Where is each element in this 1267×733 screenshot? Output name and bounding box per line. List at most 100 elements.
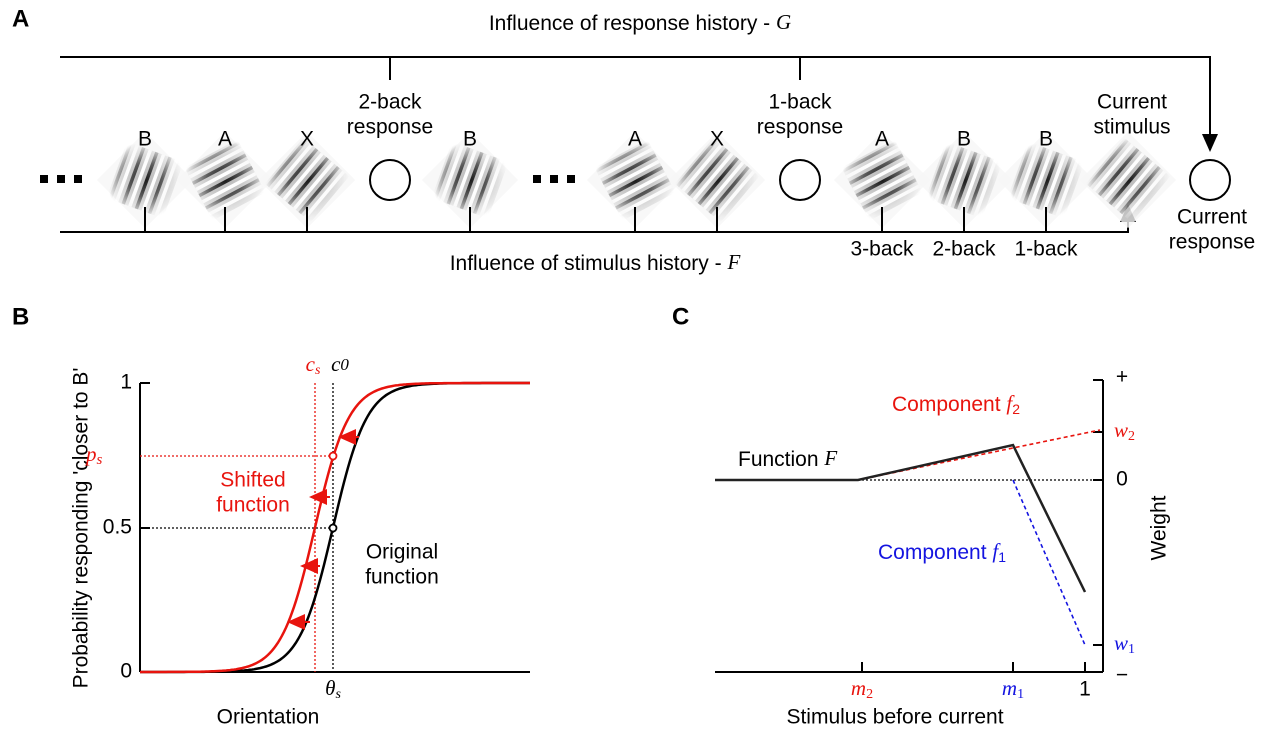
lag-label: 1-back xyxy=(1014,238,1078,261)
current-stimulus-label: stimulus xyxy=(1093,116,1170,139)
y-axis-label: Probability responding 'closer to B' xyxy=(70,368,93,689)
gabor-stripes xyxy=(1008,142,1085,219)
label-symbol: F xyxy=(823,446,837,470)
half-point xyxy=(330,525,337,532)
y-tick-label: 0 xyxy=(120,660,132,683)
ellipsis-dot xyxy=(550,175,558,183)
panel-label: B xyxy=(12,303,29,330)
stimulus-label: X xyxy=(300,128,314,151)
stimulus-label: A xyxy=(218,128,232,151)
gabor xyxy=(926,142,1003,219)
response-label: 1-back xyxy=(768,91,832,114)
ellipsis-dot xyxy=(57,175,65,183)
y-tick-label: + xyxy=(1116,366,1128,389)
subscript: 1 xyxy=(1128,642,1135,657)
y-tick-label: − xyxy=(1116,664,1128,687)
function-f-label: Function F xyxy=(738,446,837,471)
x-axis-label: Orientation xyxy=(217,706,320,729)
stimulus-label: A xyxy=(875,128,889,151)
gabor xyxy=(107,142,184,219)
gabor xyxy=(1086,138,1171,223)
ps-label: ps xyxy=(84,442,103,469)
shifted-label: Shifted xyxy=(220,469,285,492)
stimulus-label: B xyxy=(957,128,971,151)
stimulus-label: A xyxy=(628,128,642,151)
label-text: Component xyxy=(892,393,1006,416)
symbol: θ xyxy=(325,676,335,700)
w1-label: w1 xyxy=(1114,631,1135,657)
subscript: 2 xyxy=(1012,401,1020,417)
component-f2-label: Component f2 xyxy=(892,391,1020,417)
title-symbol: F xyxy=(726,250,740,274)
response-history-title: Influence of response history - G xyxy=(489,10,791,35)
symbol: p xyxy=(84,442,97,466)
response-circle xyxy=(370,160,410,200)
stimulus-label: B xyxy=(463,128,477,151)
title-text: Influence of response history - xyxy=(489,12,776,35)
ellipsis-dot xyxy=(74,175,82,183)
subscript: 1 xyxy=(998,549,1006,565)
y-axis-label: Weight xyxy=(1148,495,1171,560)
stimulus-history-title: Influence of stimulus history - F xyxy=(450,250,741,275)
subscript: 2 xyxy=(866,687,873,702)
symbol: w xyxy=(1114,418,1128,442)
panel-label: C xyxy=(672,303,689,330)
ellipsis-dot xyxy=(533,175,541,183)
m1-label: m1 xyxy=(1002,676,1024,702)
current-response-label: Current xyxy=(1177,206,1247,229)
gabor-stripes xyxy=(926,142,1003,219)
m2-label: m2 xyxy=(851,676,873,702)
current-stimulus-label: Current xyxy=(1097,91,1167,114)
c0-label: c0 xyxy=(331,352,349,376)
lag-label: 3-back xyxy=(850,238,914,261)
symbol: m xyxy=(851,676,866,700)
label-text: Component xyxy=(878,541,992,564)
component-f1-label: Component f1 xyxy=(878,539,1006,565)
gabor-stripes xyxy=(1086,138,1171,223)
x-axis-label: Stimulus before current xyxy=(786,706,1003,729)
subscript: s xyxy=(315,363,321,378)
lag-label: 2-back xyxy=(932,238,996,261)
stimulus-label: B xyxy=(1039,128,1053,151)
response-label: 2-back xyxy=(358,91,422,114)
gabor xyxy=(1008,142,1085,219)
y-tick-label: 0.5 xyxy=(103,516,132,539)
response-circle xyxy=(780,160,820,200)
y-tick-label: 0 xyxy=(1116,468,1128,491)
subscript: 2 xyxy=(1128,429,1135,444)
title-symbol: G xyxy=(776,10,791,34)
stimulus-label: B xyxy=(138,128,152,151)
figure: A Influence of response history - G Infl… xyxy=(0,0,1267,733)
gabor-stripes xyxy=(432,142,509,219)
y-tick-label: 1 xyxy=(120,371,132,394)
cs-label: cs xyxy=(306,352,321,378)
title-text: Influence of stimulus history - xyxy=(450,252,728,275)
ps-point xyxy=(330,453,337,460)
symbol: m xyxy=(1002,676,1017,700)
original-label: Original xyxy=(366,541,438,564)
symbol: w xyxy=(1114,631,1128,655)
subscript: 0 xyxy=(340,355,349,374)
response-label: response xyxy=(347,116,433,139)
response-label: response xyxy=(757,116,843,139)
current-response-label: response xyxy=(1169,231,1255,254)
shifted-label: function xyxy=(216,494,290,517)
label-text: Function xyxy=(738,448,824,471)
response-circle xyxy=(1190,160,1230,200)
subscript: 1 xyxy=(1017,687,1024,702)
x-tick-label: 1 xyxy=(1079,678,1091,701)
theta-label: θs xyxy=(325,676,341,702)
subscript: s xyxy=(97,452,103,468)
ellipsis-dot xyxy=(567,175,575,183)
panel-label: A xyxy=(12,5,29,32)
gabor-stripes xyxy=(107,142,184,219)
w2-label: w2 xyxy=(1114,418,1135,444)
subscript: s xyxy=(335,687,341,702)
gabor xyxy=(432,142,509,219)
original-label: function xyxy=(365,566,439,589)
ellipsis-dot xyxy=(40,175,48,183)
component-f1-line xyxy=(1013,480,1085,645)
page: {"panel_a": {"label": "A", "response_his… xyxy=(0,0,1267,733)
stimulus-label: X xyxy=(710,128,724,151)
